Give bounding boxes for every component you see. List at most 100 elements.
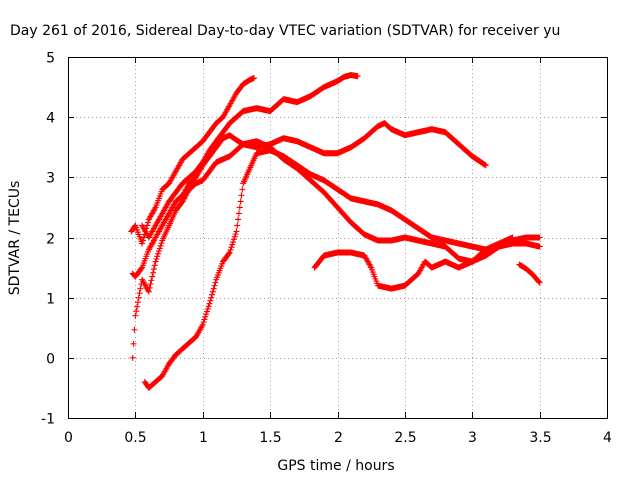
chart-title: Day 261 of 2016, Sidereal Day-to-day VTE…	[10, 23, 560, 39]
data-point-dense	[130, 340, 137, 347]
data-point	[132, 312, 139, 319]
data-point-dense	[145, 219, 152, 226]
data-point	[226, 249, 233, 256]
data-point-dense	[203, 311, 210, 318]
data-point-dense	[210, 285, 217, 292]
data-point	[536, 234, 543, 241]
data-point-dense	[235, 216, 242, 223]
data-point-dense	[211, 282, 218, 289]
data-point-dense	[137, 285, 144, 292]
data-point	[233, 228, 240, 235]
data-point-dense	[239, 186, 246, 193]
data-point-dense	[134, 299, 141, 306]
data-point-dense	[230, 239, 237, 246]
data-point-dense	[156, 245, 163, 252]
data-markers	[128, 72, 543, 391]
data-point-dense	[208, 294, 215, 301]
y-tick-label: 3	[46, 171, 55, 187]
data-point-dense	[203, 308, 210, 315]
data-point-dense	[209, 291, 216, 298]
data-point-dense	[212, 279, 219, 286]
data-point-dense	[237, 198, 244, 205]
data-point	[354, 73, 361, 80]
y-tick-label: -1	[41, 412, 55, 428]
data-point-dense	[201, 316, 208, 323]
data-point	[129, 354, 136, 361]
data-point-dense	[148, 277, 155, 284]
data-point	[536, 243, 543, 250]
data-point-dense	[225, 250, 232, 257]
data-point-dense	[154, 253, 161, 260]
y-tick-label: 1	[46, 292, 55, 308]
data-point-dense	[140, 234, 147, 241]
data-point	[206, 300, 213, 307]
data-point-dense	[134, 303, 141, 310]
data-point	[145, 288, 152, 295]
data-point-dense	[150, 269, 157, 276]
x-tick-label: 0.5	[124, 430, 146, 446]
data-point-dense	[227, 246, 234, 253]
data-point-dense	[202, 313, 209, 320]
data-point-dense	[153, 255, 160, 262]
data-point-dense	[144, 222, 151, 229]
data-point-dense	[135, 294, 142, 301]
data-point-dense	[138, 265, 145, 272]
series-track-a	[128, 75, 257, 247]
x-tick-label: 1	[199, 430, 208, 446]
x-tick-label: 1.5	[259, 430, 281, 446]
data-point-dense	[238, 192, 245, 199]
data-point-dense	[235, 210, 242, 217]
data-point-dense	[158, 240, 165, 247]
data-point-dense	[207, 297, 214, 304]
data-point-dense	[150, 266, 157, 273]
x-tick-label: 2	[334, 430, 343, 446]
data-point-dense	[157, 242, 164, 249]
y-tick-label: 5	[46, 51, 55, 67]
data-point-dense	[236, 204, 243, 211]
data-point-dense	[151, 262, 158, 269]
data-point-dense	[146, 284, 153, 291]
y-tick-label: 2	[46, 232, 55, 248]
data-point-dense	[535, 278, 542, 285]
series-track-c	[129, 120, 489, 280]
series-track-e	[141, 147, 543, 391]
data-point-dense	[131, 326, 138, 333]
data-point-dense	[149, 273, 156, 280]
data-point-dense	[232, 231, 239, 238]
x-tick-label: 3.5	[529, 430, 551, 446]
series-track-f	[311, 234, 516, 292]
data-point-dense	[231, 233, 238, 240]
data-point	[152, 258, 159, 265]
x-tick-label: 4	[603, 430, 612, 446]
data-point-dense	[155, 248, 162, 255]
data-point-dense	[204, 305, 211, 312]
x-tick-label: 0	[64, 430, 73, 446]
data-point-dense	[147, 281, 154, 288]
y-axis-label: SDTVAR / TECUs	[7, 181, 23, 296]
data-point-dense	[228, 244, 235, 251]
x-axis-label: GPS time / hours	[277, 458, 394, 474]
data-point	[482, 162, 489, 169]
data-point	[250, 75, 257, 82]
data-point-dense	[229, 241, 236, 248]
data-point	[509, 234, 516, 241]
data-point-dense	[230, 236, 237, 243]
data-point-dense	[200, 319, 207, 326]
data-point-dense	[136, 290, 143, 297]
data-point-dense	[139, 237, 146, 244]
data-point	[199, 321, 206, 328]
y-tick-label: 4	[46, 111, 55, 127]
data-point	[139, 240, 146, 247]
data-point-dense	[205, 303, 212, 310]
data-point-dense	[209, 288, 216, 295]
data-point	[536, 279, 543, 286]
y-tick-label: 0	[46, 352, 55, 368]
data-point-dense	[234, 222, 241, 229]
series-track-g	[516, 261, 543, 286]
x-tick-label: 3	[468, 430, 477, 446]
x-tick-label: 2.5	[394, 430, 416, 446]
data-point-dense	[133, 308, 140, 315]
axis-ticks: 0 0.5 1 1.5 2 2.5 3 3.5 4 -1 0 1 2 3 4 5	[41, 51, 612, 447]
